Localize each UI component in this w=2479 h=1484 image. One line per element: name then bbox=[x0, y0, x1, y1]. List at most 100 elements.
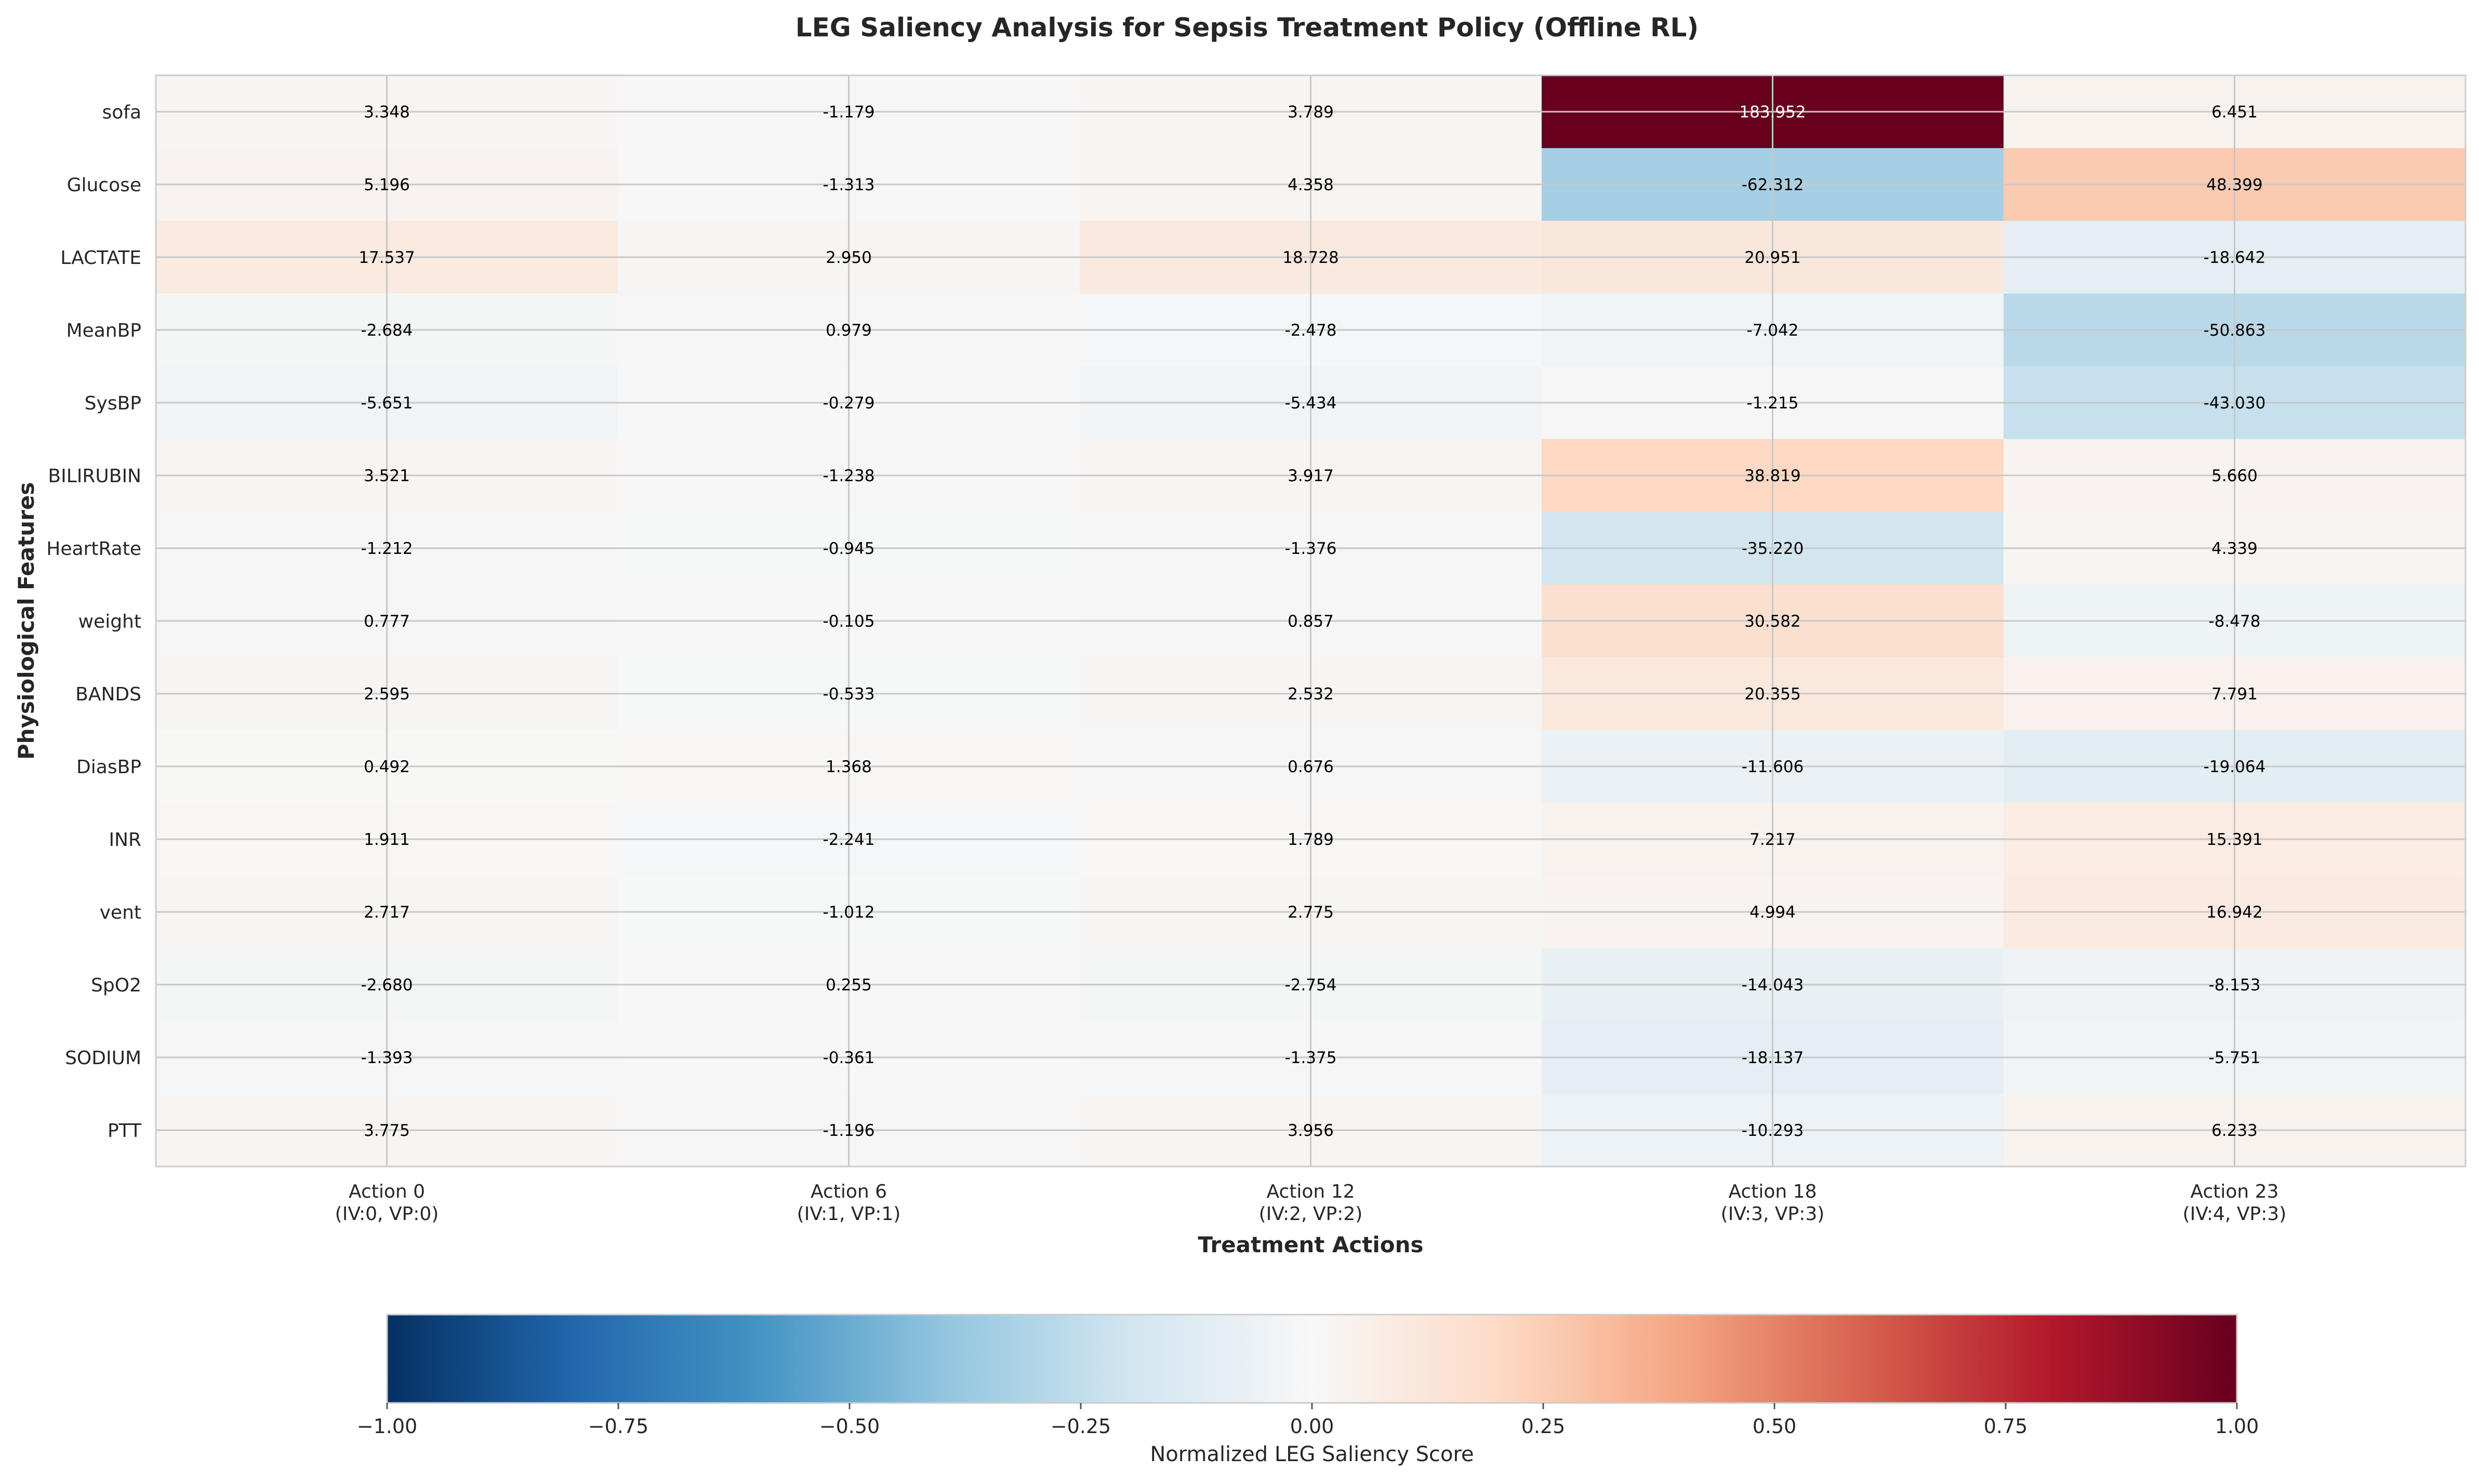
y-tick-label: vent bbox=[100, 902, 141, 923]
y-axis-label: Physiological Features bbox=[14, 482, 39, 760]
colorbar-tick-label: 1.00 bbox=[2215, 1415, 2259, 1438]
cell-value-label: 30.582 bbox=[1744, 612, 1800, 631]
cell-value-label: 16.942 bbox=[2206, 903, 2262, 922]
cell-value-label: -43.030 bbox=[2204, 394, 2266, 413]
colorbar-tick-label: −1.00 bbox=[357, 1415, 417, 1438]
cell-value-label: -1.196 bbox=[823, 1121, 875, 1140]
heatmap-grid bbox=[156, 75, 2465, 1167]
cell-value-label: -19.064 bbox=[2204, 758, 2266, 776]
cell-value-label: -62.312 bbox=[1742, 176, 1804, 194]
y-tick-label: MeanBP bbox=[67, 320, 142, 341]
colorbar-tick-label: 0.00 bbox=[1290, 1415, 1334, 1438]
cell-value-label: 17.537 bbox=[359, 248, 415, 267]
cell-value-label: 48.399 bbox=[2206, 176, 2262, 194]
cell-value-label: -1.212 bbox=[361, 539, 413, 558]
cell-value-label: -0.105 bbox=[823, 612, 875, 631]
cell-value-label: 3.789 bbox=[1288, 103, 1334, 122]
cell-value-label: -2.754 bbox=[1285, 976, 1337, 995]
cell-value-label: 0.979 bbox=[826, 321, 872, 340]
y-tick-label: PTT bbox=[108, 1120, 142, 1142]
y-tick-label: HeartRate bbox=[46, 538, 141, 560]
cell-value-label: -0.533 bbox=[823, 685, 875, 704]
cell-value-label: -2.478 bbox=[1285, 321, 1337, 340]
cell-value-label: -1.215 bbox=[1747, 394, 1799, 413]
cell-value-label: 4.339 bbox=[2211, 539, 2258, 558]
plot-frame bbox=[155, 74, 2467, 1168]
cell-value-label: 3.348 bbox=[364, 103, 410, 122]
cell-value-label: 7.217 bbox=[1749, 830, 1796, 849]
colorbar bbox=[386, 1314, 2238, 1404]
y-tick-label: SpO2 bbox=[91, 975, 141, 996]
x-tick-label: Action 0 (IV:0, VP:0) bbox=[335, 1181, 439, 1225]
x-tick-label: Action 6 (IV:1, VP:1) bbox=[797, 1181, 901, 1225]
cell-value-label: 20.355 bbox=[1744, 685, 1800, 704]
cell-value-label: -18.137 bbox=[1742, 1049, 1804, 1067]
colorbar-tick-label: 0.25 bbox=[1521, 1415, 1566, 1438]
cell-value-label: -18.642 bbox=[2204, 248, 2266, 267]
cell-value-label: 0.492 bbox=[364, 758, 410, 776]
cell-value-label: 1.911 bbox=[364, 830, 410, 849]
cell-value-label: -14.043 bbox=[1742, 976, 1804, 995]
cell-value-label: -1.393 bbox=[361, 1049, 413, 1067]
cell-value-label: 4.994 bbox=[1749, 903, 1796, 922]
cell-value-label: -10.293 bbox=[1742, 1121, 1804, 1140]
cell-value-label: 1.368 bbox=[826, 758, 872, 776]
x-tick-label: Action 23 (IV:4, VP:3) bbox=[2183, 1181, 2287, 1225]
cell-value-label: -1.313 bbox=[823, 176, 875, 194]
cell-value-labels: 3.348 -1.179 3.789 183.952 6.451 5.196 -1.313 4… bbox=[359, 103, 2265, 1140]
cell-value-label: -1.376 bbox=[1285, 539, 1337, 558]
cell-value-label: 6.233 bbox=[2211, 1121, 2258, 1140]
cell-value-label: 5.196 bbox=[364, 176, 410, 194]
cell-value-label: 3.775 bbox=[364, 1121, 410, 1140]
cell-value-label: -35.220 bbox=[1742, 539, 1804, 558]
cell-value-label: -8.478 bbox=[2209, 612, 2261, 631]
cell-value-label: 0.857 bbox=[1288, 612, 1334, 631]
y-tick-label: BANDS bbox=[75, 684, 141, 705]
cell-value-label: 4.358 bbox=[1288, 176, 1334, 194]
cell-value-label: 38.819 bbox=[1744, 467, 1800, 485]
colorbar-tick-label: 0.75 bbox=[1984, 1415, 2028, 1438]
y-tick-label: INR bbox=[109, 829, 141, 851]
cell-value-label: -5.751 bbox=[2209, 1049, 2261, 1067]
cell-value-label: 5.660 bbox=[2211, 467, 2258, 485]
cell-value-label: 6.451 bbox=[2211, 103, 2258, 122]
cell-value-label: 2.595 bbox=[364, 685, 410, 704]
chart-title: LEG Saliency Analysis for Sepsis Treatme… bbox=[796, 12, 1699, 43]
cell-value-label: 0.676 bbox=[1288, 758, 1334, 776]
cell-value-label: -50.863 bbox=[2204, 321, 2266, 340]
colorbar-label: Normalized LEG Saliency Score bbox=[1150, 1442, 1474, 1466]
x-tick-label: Action 18 (IV:3, VP:3) bbox=[1721, 1181, 1825, 1225]
cell-value-label: -0.361 bbox=[823, 1049, 875, 1067]
y-tick-label: DiasBP bbox=[76, 757, 141, 778]
cell-value-label: 183.952 bbox=[1739, 103, 1806, 122]
cell-value-label: 2.532 bbox=[1288, 685, 1334, 704]
cell-value-label: -2.680 bbox=[361, 976, 413, 995]
colorbar-tick-label: −0.75 bbox=[588, 1415, 648, 1438]
cell-value-label: 2.950 bbox=[826, 248, 872, 267]
colorbar-tick-label: −0.50 bbox=[819, 1415, 880, 1438]
cell-value-label: 3.521 bbox=[364, 467, 410, 485]
y-tick-label: LACTATE bbox=[60, 247, 141, 269]
cell-value-label: -5.434 bbox=[1285, 394, 1337, 413]
cell-value-label: 0.255 bbox=[826, 976, 872, 995]
cell-value-label: 3.956 bbox=[1288, 1121, 1334, 1140]
cell-value-label: 1.789 bbox=[1288, 830, 1334, 849]
cell-value-label: -1.375 bbox=[1285, 1049, 1337, 1067]
cell-value-label: -2.241 bbox=[823, 830, 875, 849]
cell-value-label: -0.945 bbox=[823, 539, 875, 558]
cell-value-label: 18.728 bbox=[1282, 248, 1338, 267]
y-tick-label: sofa bbox=[102, 102, 141, 123]
cell-value-label: 2.775 bbox=[1288, 903, 1334, 922]
x-axis-tick-labels: Action 0 (IV:0, VP:0) Action 6 (IV:1, VP:1)… bbox=[335, 1181, 2287, 1225]
y-axis-tick-labels: sofa Glucose LACTATE MeanBP SysBP BILIRUBIN He… bbox=[46, 102, 142, 1142]
cell-value-label: 3.917 bbox=[1288, 467, 1334, 485]
y-tick-label: SODIUM bbox=[65, 1048, 141, 1069]
cell-value-label: 0.777 bbox=[364, 612, 410, 631]
cell-value-label: -8.153 bbox=[2209, 976, 2261, 995]
cell-value-label: -7.042 bbox=[1747, 321, 1799, 340]
x-axis-label: Treatment Actions bbox=[1198, 1232, 1423, 1257]
colorbar-tick-label: 0.50 bbox=[1753, 1415, 1797, 1438]
cell-value-label: -5.651 bbox=[361, 394, 413, 413]
colorbar-ticks: −1.00 −0.75 −0.50 −0.25 0.00 0.25 0.50 0.75 1.00 bbox=[357, 1403, 2259, 1438]
